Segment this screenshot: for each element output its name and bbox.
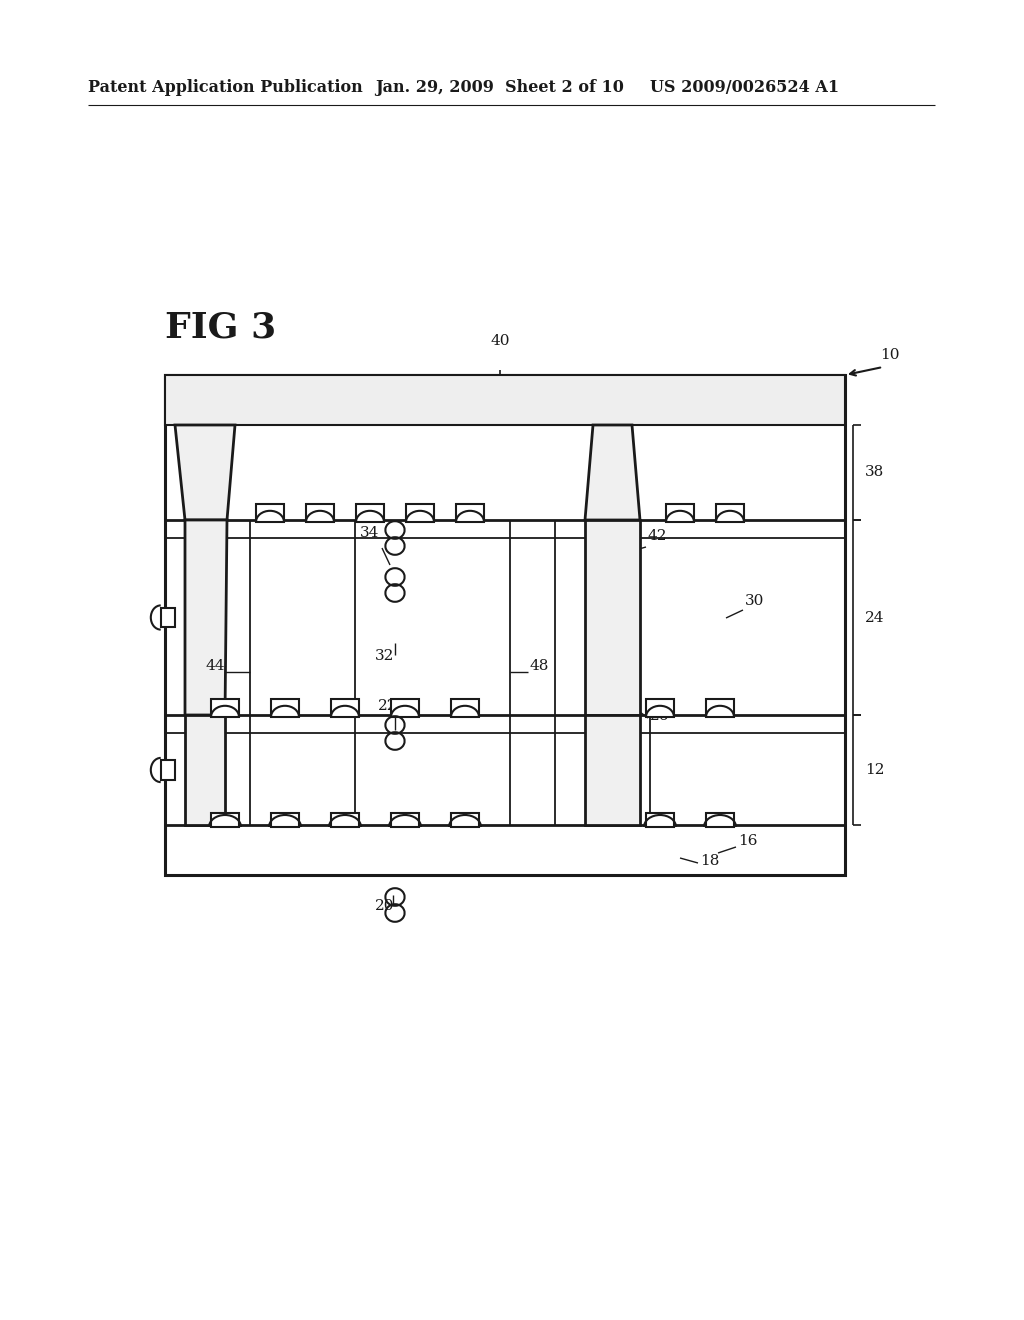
Text: FIG 3: FIG 3 <box>165 310 276 345</box>
Polygon shape <box>585 715 640 825</box>
Bar <box>456 504 484 521</box>
Text: 40: 40 <box>490 334 510 348</box>
Bar <box>211 700 239 717</box>
Bar <box>706 700 734 717</box>
Bar <box>165 375 845 875</box>
Bar <box>706 813 734 828</box>
Text: 24: 24 <box>865 610 885 624</box>
Bar <box>331 813 359 828</box>
Text: Jan. 29, 2009  Sheet 2 of 10: Jan. 29, 2009 Sheet 2 of 10 <box>375 79 624 96</box>
Text: 20: 20 <box>375 899 394 913</box>
Bar <box>391 813 419 828</box>
Polygon shape <box>585 425 640 520</box>
Text: 12: 12 <box>865 763 885 777</box>
Text: 38: 38 <box>865 466 885 479</box>
Text: 34: 34 <box>360 525 380 540</box>
Bar <box>716 504 744 521</box>
Bar <box>256 504 284 521</box>
Bar <box>306 504 334 521</box>
Bar <box>391 700 419 717</box>
Bar <box>451 813 479 828</box>
Text: 22: 22 <box>378 700 397 713</box>
Text: 26: 26 <box>650 709 670 723</box>
Text: 42: 42 <box>648 529 668 543</box>
Text: US 2009/0026524 A1: US 2009/0026524 A1 <box>650 79 839 96</box>
Text: 30: 30 <box>745 594 764 609</box>
Bar <box>666 504 694 521</box>
Polygon shape <box>185 715 225 825</box>
Bar <box>161 760 175 780</box>
Polygon shape <box>185 520 227 715</box>
Text: 48: 48 <box>530 659 549 673</box>
Text: 32: 32 <box>376 649 394 663</box>
Bar <box>161 607 175 627</box>
Bar <box>211 813 239 828</box>
Bar <box>271 813 299 828</box>
Bar <box>271 700 299 717</box>
Bar <box>406 504 434 521</box>
Bar <box>356 504 384 521</box>
Text: 10: 10 <box>880 348 899 362</box>
Polygon shape <box>585 520 640 715</box>
Bar <box>165 375 845 425</box>
Bar <box>646 813 674 828</box>
Bar <box>331 700 359 717</box>
Text: 16: 16 <box>738 834 758 847</box>
Polygon shape <box>175 425 234 520</box>
Bar <box>451 700 479 717</box>
Text: Patent Application Publication: Patent Application Publication <box>88 79 362 96</box>
Text: 18: 18 <box>700 854 720 869</box>
Bar <box>646 700 674 717</box>
Text: 44: 44 <box>205 659 224 673</box>
